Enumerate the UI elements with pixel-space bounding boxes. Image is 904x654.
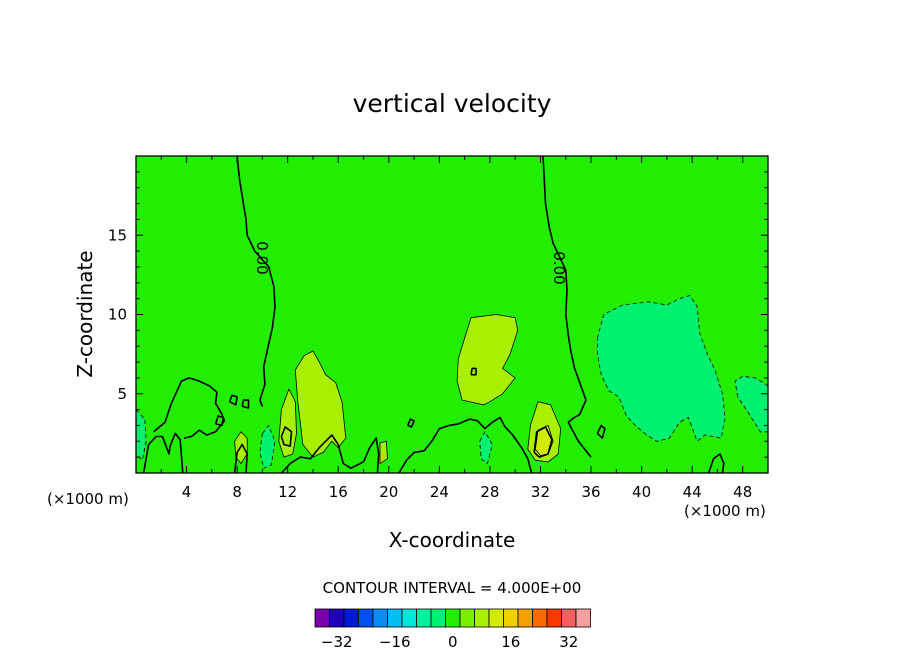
contour-labels: 0.00 0.00: [253, 241, 568, 284]
y-tick-label: 15: [108, 226, 127, 244]
zero-contour-line-7: [280, 434, 380, 473]
x-tick-label: 40: [632, 483, 651, 501]
y-axis-label: Z-coordinate: [73, 250, 97, 377]
colorbar-swatch: [517, 608, 533, 628]
colorbar-swatch: [416, 608, 432, 628]
x-tick-label: 16: [329, 483, 348, 501]
region-negative-12: [479, 431, 493, 464]
x-tick-label: 28: [480, 483, 499, 501]
zero-contour-line-10: [707, 453, 725, 473]
x-tick-label: 4: [182, 483, 192, 501]
x-tick-label: 36: [581, 483, 600, 501]
zero-contour-line-4: [153, 377, 226, 439]
colorbar-swatch: [430, 608, 446, 628]
colorbar-swatch: [474, 608, 490, 628]
region-negative-8: [597, 295, 726, 442]
x-unit-label-right: (×1000 m): [684, 502, 766, 520]
colorbar-swatch: [401, 608, 417, 628]
colorbar-swatch: [561, 608, 577, 628]
colorbar-swatch: [459, 608, 475, 628]
x-tick-label: 32: [531, 483, 550, 501]
colorbar-swatch: [488, 608, 504, 628]
colorbar-swatch: [503, 608, 519, 628]
colorbar-swatch: [575, 608, 591, 628]
zero-contour-line-16: [596, 424, 606, 439]
contour-label-right: 0.00: [550, 251, 568, 284]
colorbar-swatch: [358, 608, 374, 628]
x-tick-label: 20: [379, 483, 398, 501]
colorbar-tick-label: −32: [321, 633, 353, 651]
region-negative-10: [136, 409, 147, 461]
zero-contour-line-11: [470, 367, 477, 376]
colorbar-tick-label: −16: [379, 633, 411, 651]
colorbar: [314, 608, 591, 628]
zero-contour-line-13: [241, 399, 250, 409]
colorbar-swatch: [329, 608, 345, 628]
x-tick-label: 44: [683, 483, 702, 501]
zero-contour-line-3: [142, 432, 184, 473]
plot-area: [136, 156, 768, 473]
x-axis-label: X-coordinate: [389, 528, 516, 552]
zero-contour-line-2: [542, 156, 592, 458]
x-tick-label: 48: [733, 483, 752, 501]
zero-contour-line-14: [214, 415, 224, 427]
zero-contours: [142, 156, 725, 473]
zero-contour-line-8: [398, 416, 533, 473]
colorbar-tick-label: 16: [501, 633, 520, 651]
zero-contour-line-9: [533, 426, 553, 458]
y-tick-label: 10: [108, 306, 127, 324]
y-tick-label: 5: [117, 385, 127, 403]
region-positive-1: [456, 314, 519, 406]
colorbar-tick-label: 0: [448, 633, 458, 651]
colorbar-swatch: [445, 608, 461, 628]
colorbar-swatch: [532, 608, 548, 628]
x-unit-label-left: (×1000 m): [47, 490, 129, 508]
contour-interval-text: CONTOUR INTERVAL = 4.000E+00: [323, 579, 582, 597]
region-negative-9: [734, 375, 768, 433]
chart-title: vertical velocity: [353, 89, 552, 118]
region-positive-7: [379, 440, 388, 464]
colorbar-swatch: [314, 608, 330, 628]
colorbar-labels: −32 −16 0 16 32: [321, 633, 578, 651]
region-positive-2: [294, 350, 347, 458]
axis-ticks: [136, 156, 768, 473]
x-tick-label: 8: [232, 483, 242, 501]
colorbar-swatch: [546, 608, 562, 628]
zero-contour-line-15: [407, 418, 415, 428]
region-negative-11: [259, 424, 276, 469]
x-tick-label: 12: [278, 483, 297, 501]
zero-contour-line-12: [228, 394, 238, 406]
contour-label-left: 0.00: [253, 241, 271, 274]
colorbar-swatch: [387, 608, 403, 628]
zero-contour-line-1: [236, 156, 276, 407]
filled-regions: [136, 295, 768, 469]
zero-contour-line-6: [280, 426, 293, 447]
colorbar-swatch: [343, 608, 359, 628]
colorbar-tick-label: 32: [559, 633, 578, 651]
colorbar-swatch: [372, 608, 388, 628]
x-tick-label: 24: [430, 483, 449, 501]
zero-contour-line-5: [233, 443, 248, 473]
